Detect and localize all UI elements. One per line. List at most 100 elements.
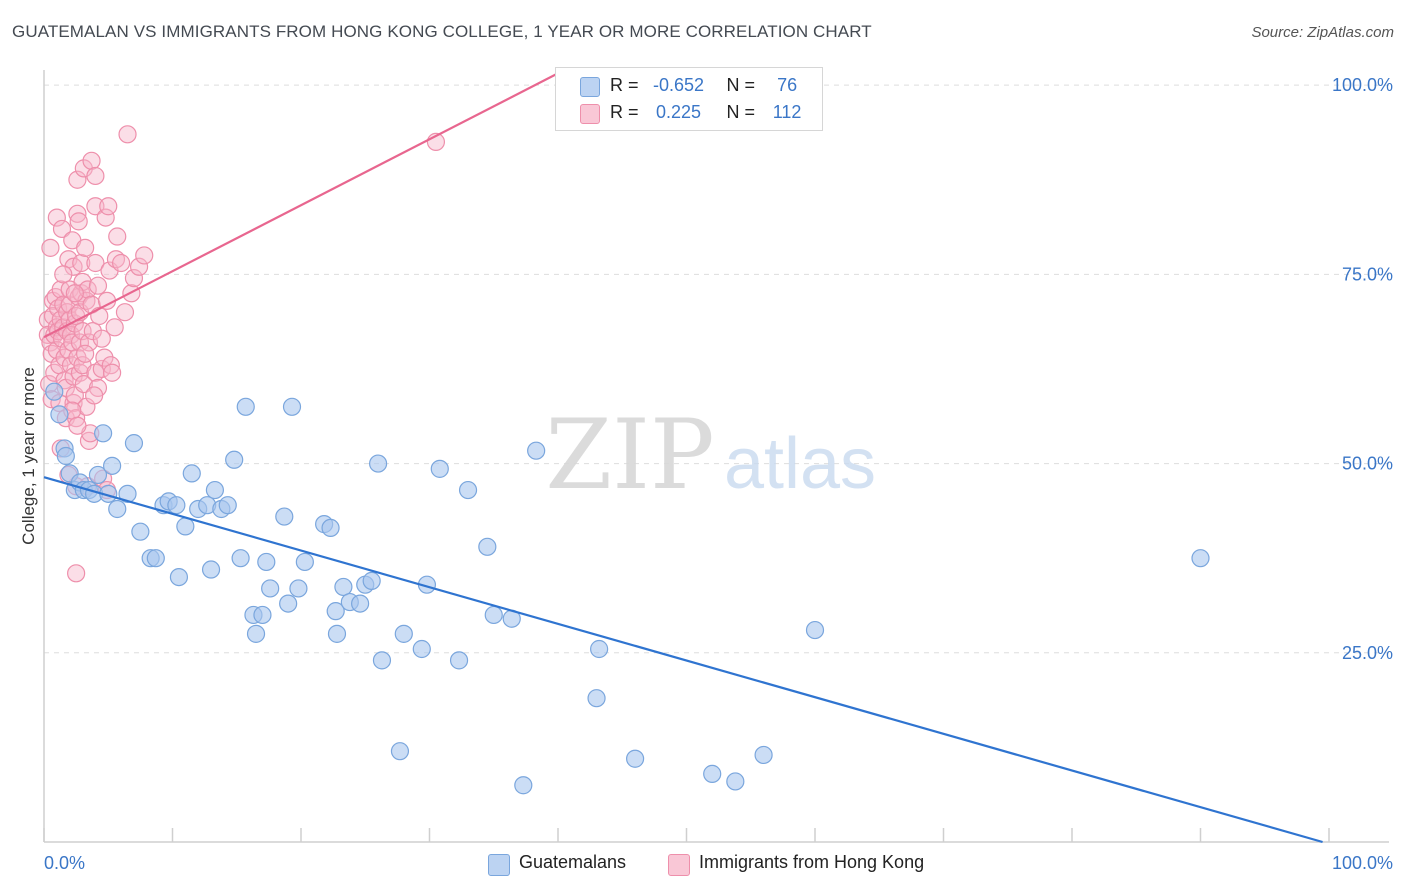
guatemalan-point <box>176 517 195 536</box>
guatemalan-trend-line <box>43 476 1323 844</box>
hong-kong-trend-line <box>43 69 565 339</box>
hong-kong-point <box>85 386 104 405</box>
guatemalan-point <box>108 499 127 519</box>
watermark: ZIP atlas <box>545 399 876 511</box>
hong-kong-point <box>135 246 154 265</box>
hong-kong-point <box>68 170 87 189</box>
guatemalan-point <box>88 465 108 485</box>
guatemalan-point <box>167 496 186 515</box>
guatemalan-point <box>369 454 388 473</box>
hong-kong-point <box>96 208 115 227</box>
guatemalan-point <box>478 537 497 556</box>
legend-swatch-pink <box>668 854 690 876</box>
guatemalan-point <box>449 651 469 670</box>
guatemalan-point <box>351 594 370 613</box>
guatemalan-point <box>94 424 113 443</box>
guatemalan-point <box>205 480 225 500</box>
hong-kong-point <box>103 363 122 382</box>
hong-kong-point <box>82 151 101 170</box>
guatemalan-point <box>587 689 606 708</box>
guatemalan-points <box>45 382 1210 795</box>
y-tick-label: 50.0% <box>1342 454 1393 474</box>
guatemalan-point <box>327 624 347 643</box>
guatemalan-point <box>225 450 244 469</box>
guatemalan-point <box>362 571 381 590</box>
y-tick-label: 25.0% <box>1342 643 1393 663</box>
guatemalan-point <box>236 397 255 416</box>
legend-n-label: N = <box>726 102 756 122</box>
guatemalan-point <box>527 441 546 460</box>
guatemalan-point <box>282 397 302 416</box>
hong-kong-point <box>86 253 105 273</box>
hong-kong-point <box>79 431 99 450</box>
guatemalan-point <box>430 459 449 478</box>
hong-kong-point <box>65 284 84 303</box>
hong-kong-point <box>118 125 137 144</box>
hong-kong-point <box>99 197 118 216</box>
guatemalan-point <box>458 480 478 500</box>
hong-kong-point <box>73 322 92 341</box>
hong-kong-point <box>92 329 111 348</box>
legend-n-value: 112 <box>772 102 802 122</box>
hong-kong-point <box>88 276 108 295</box>
hong-kong-point <box>68 204 87 223</box>
legend-label-guatemalans: Guatemalans <box>519 852 627 872</box>
hong-kong-point <box>92 359 111 379</box>
hong-kong-point <box>52 219 72 239</box>
guatemalan-point <box>257 552 276 572</box>
hong-kong-points <box>38 125 446 583</box>
guatemalan-point <box>182 464 201 483</box>
hong-kong-point <box>115 303 135 322</box>
watermark-zip: ZIP <box>545 399 714 511</box>
legend-r-value: 0.225 <box>656 102 702 122</box>
hong-kong-point <box>105 318 124 337</box>
guatemalan-point <box>334 577 353 597</box>
guatemalan-point <box>326 602 345 621</box>
guatemalan-point <box>703 764 722 783</box>
legend-r-label: R = <box>610 75 639 95</box>
guatemalan-point <box>50 405 69 424</box>
hong-kong-point <box>55 371 74 390</box>
legend-n-label: N = <box>726 75 756 95</box>
legend-label-hong-kong: Immigrants from Hong Kong <box>699 852 925 872</box>
guatemalan-point <box>246 624 266 643</box>
guatemalan-point <box>590 639 609 659</box>
hong-kong-point <box>41 238 60 257</box>
guatemalan-point <box>253 605 272 625</box>
guatemalan-point <box>484 605 503 625</box>
hong-kong-point <box>47 208 66 227</box>
hong-kong-point <box>54 265 73 284</box>
legend-r-value: -0.652 <box>653 75 705 95</box>
watermark-atlas: atlas <box>724 424 876 504</box>
hong-kong-point <box>129 257 149 276</box>
guatemalan-point <box>805 620 825 640</box>
guatemalan-point <box>279 594 298 613</box>
guatemalan-point <box>372 651 392 670</box>
correlation-legend: R = -0.652 N = 76 R = 0.225 N = 112 <box>555 67 823 131</box>
y-tick-label: 75.0% <box>1342 264 1393 284</box>
guatemalan-point <box>275 507 294 526</box>
guatemalan-point <box>56 446 75 466</box>
hong-kong-point <box>101 356 120 375</box>
hong-kong-point <box>95 348 114 367</box>
trend-lines <box>43 69 1323 844</box>
guatemalan-point <box>169 567 189 587</box>
guatemalan-point <box>45 382 64 401</box>
hong-kong-point <box>68 416 87 435</box>
guatemalan-point <box>103 456 122 475</box>
source-label: Source: ZipAtlas.com <box>1251 24 1394 41</box>
chart-title: GUATEMALAN VS IMMIGRANTS FROM HONG KONG … <box>12 22 872 41</box>
hong-kong-point <box>124 269 144 288</box>
guatemalan-point <box>201 560 221 579</box>
legend-swatch-pink <box>580 104 600 124</box>
hong-kong-point <box>111 253 131 273</box>
guatemalan-point <box>1191 549 1210 568</box>
hong-kong-point <box>76 344 95 363</box>
legend-swatch-blue <box>488 854 510 876</box>
guatemalan-point <box>394 624 413 643</box>
hong-kong-point <box>67 564 86 583</box>
x-tick-label: 100.0% <box>1332 853 1393 873</box>
guatemalan-point <box>146 549 165 568</box>
hong-kong-point <box>86 197 105 216</box>
